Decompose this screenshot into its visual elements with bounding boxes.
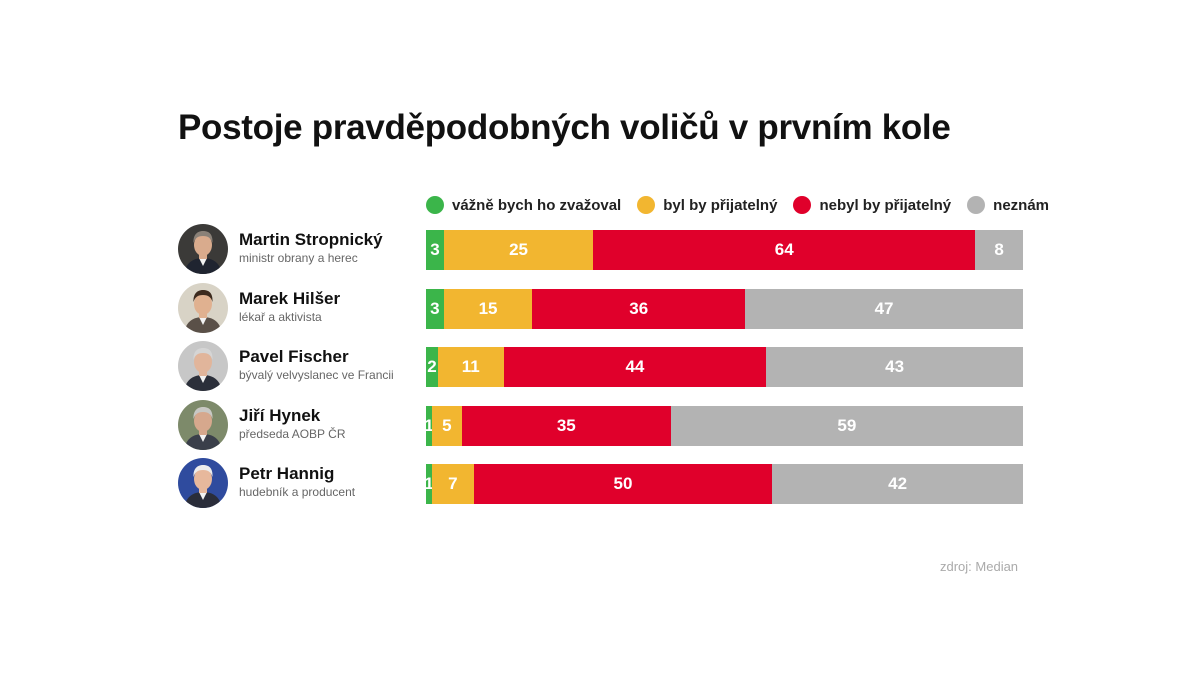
person-portrait-icon [178,399,228,450]
legend-label: neznám [993,196,1050,214]
chart-title: Postoje pravděpodobných voličů v prvním … [178,108,951,147]
legend-item: nebyl by přijatelný [793,196,951,214]
person-portrait-icon [178,341,228,391]
data-label: 59 [837,415,857,435]
legend-label: byl by přijatelný [663,196,778,214]
chart-row: Jiří Hynek předseda AOBP ČR 1 5 35 59 [0,399,1200,450]
candidate-name: Petr Hannig [239,464,335,483]
legend-item: neznám [967,196,1049,214]
stacked-bar: 1 7 50 42 [424,464,1023,504]
bar-segment: 1 [424,464,434,504]
candidate-role: hudebník a producent [239,485,356,499]
bar-segment: 64 [593,230,976,270]
data-label: 1 [424,415,434,435]
legend-swatch [793,196,812,214]
legend-item: byl by přijatelný [637,196,777,214]
legend-swatch [637,196,656,214]
bar-segment: 3 [426,230,444,270]
candidate-name: Marek Hilšer [239,288,341,308]
person-portrait-icon [178,458,228,508]
bar-segment: 5 [431,405,462,446]
bar-segment: 42 [772,464,1023,504]
person-portrait-icon [178,282,228,333]
chart-row: Pavel Fischer bývalý velvyslanec ve Franc… [0,341,1200,391]
stacked-bar: 1 5 35 59 [424,405,1023,446]
candidate-role: předseda AOBP ČR [239,426,346,441]
candidate-role: bývalý velvyslanec ve Francii [239,368,394,382]
data-label: 15 [478,298,498,318]
data-label: 64 [774,240,794,259]
data-label: 3 [430,298,440,318]
stacked-bar: 2 11 44 43 [426,347,1023,387]
data-label: 8 [994,240,1004,259]
chart-row: Petr Hannig hudebník a producent 1 7 50 42 [0,458,1200,508]
stacked-bar: 3 15 36 47 [426,288,1023,329]
chart-row: Marek Hilšer lékař a aktivista 3 15 36 47 [0,282,1200,333]
candidate-role: lékař a aktivista [239,309,322,324]
bar-segment: 11 [437,347,504,387]
bar-segment: 2 [426,347,438,387]
candidate-name: Pavel Fischer [239,347,349,366]
candidate-name: Martin Stropnický [239,230,383,249]
source-note: zdroj: Median [940,559,1019,574]
data-label: 43 [885,357,905,376]
data-label: 42 [888,474,908,493]
data-label: 11 [461,357,480,376]
legend-label: nebyl by přijatelný [819,196,952,214]
legend-item: vážně bych ho zvažoval [426,196,621,214]
bar-segment: 36 [532,288,746,329]
data-label: 1 [424,474,434,493]
data-label: 7 [448,474,458,493]
candidate-role: ministr obrany a herec [239,251,358,265]
bar-segment: 59 [670,405,1023,446]
bar-segment: 50 [473,464,773,504]
data-label: 50 [613,474,633,493]
bar-segment: 8 [975,230,1023,270]
stacked-bar: 3 25 64 8 [426,230,1023,270]
bar-segment: 47 [745,288,1023,329]
data-label: 25 [509,240,528,259]
bar-segment: 35 [461,405,671,446]
data-label: 47 [874,298,894,318]
data-label: 35 [556,415,576,435]
candidate-name: Jiří Hynek [239,405,321,425]
data-label: 5 [442,415,452,435]
legend-swatch [967,196,986,214]
bar-segment: 1 [424,405,434,446]
bar-segment: 43 [766,347,1023,387]
person-portrait-icon [178,224,228,274]
data-label: 2 [427,357,437,376]
data-label: 3 [430,240,440,259]
bar-segment: 7 [431,464,474,504]
bar-segment: 3 [426,288,444,329]
chart-legend: vážně bych ho zvažoval byl by přijatelný n… [426,196,1049,214]
chart-row: Martin Stropnický ministr obrany a herec 3… [0,224,1200,274]
legend-swatch [426,196,444,214]
data-label: 36 [629,298,649,318]
bar-segment: 25 [443,230,594,270]
legend-label: vážně bych ho zvažoval [452,196,622,214]
bar-segment: 15 [443,288,533,329]
bar-segment: 44 [503,347,767,387]
data-label: 44 [625,357,645,376]
